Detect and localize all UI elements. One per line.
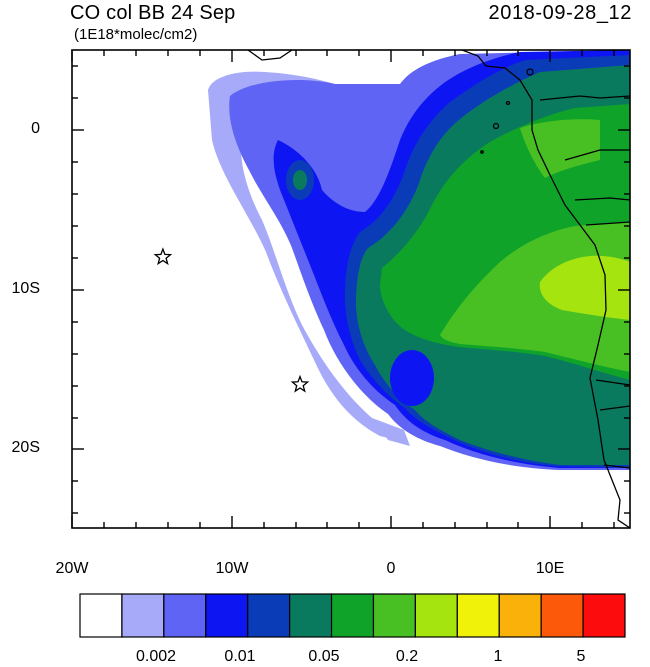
units-label: (1E18*molec/cm2) <box>74 26 198 43</box>
colorbar <box>79 593 626 638</box>
colorbar-swatch <box>163 593 207 638</box>
colorbar-swatch <box>540 593 584 638</box>
x-tick-label: 10E <box>535 560 565 577</box>
colorbar-label: 0.01 <box>224 648 256 665</box>
co-field <box>208 50 630 470</box>
star-marker <box>290 374 310 393</box>
star-marker <box>153 247 173 266</box>
colorbar-label: 5 <box>576 648 586 665</box>
marker-layer <box>153 247 310 393</box>
colorbar-label: 0.05 <box>308 648 340 665</box>
x-tick-label: 20W <box>55 560 89 577</box>
colorbar-swatch <box>414 593 458 638</box>
y-tick-label: 10S <box>11 280 40 297</box>
colorbar-swatch <box>372 593 416 638</box>
x-tick-label: 10W <box>215 560 249 577</box>
colorbar-swatch <box>330 593 375 638</box>
colorbar-label: 0.002 <box>135 648 177 665</box>
colorbar-swatch <box>121 593 165 638</box>
plot-frame <box>71 49 631 529</box>
y-tick-label: 0 <box>31 120 40 137</box>
colorbar-label: 0.2 <box>395 648 419 665</box>
datetime-label: 2018-09-28_12 <box>488 2 632 24</box>
field-band-0.002 <box>208 71 404 442</box>
map-title: CO col BB 24 Sep <box>70 2 236 24</box>
colorbar-swatch <box>247 593 291 638</box>
colorbar-label: 1 <box>493 648 503 665</box>
colorbar-swatch <box>498 593 542 638</box>
colorbar-swatch <box>456 593 500 638</box>
axis-ticks <box>71 50 630 528</box>
x-tick-label: 0 <box>386 560 396 577</box>
colorbar-swatch <box>582 593 626 638</box>
y-tick-label: 20S <box>11 439 40 456</box>
field-band-0.5 <box>539 255 630 320</box>
colorbar-swatch <box>79 593 123 638</box>
colorbar-swatch <box>289 593 333 638</box>
coastline <box>247 50 630 528</box>
colorbar-swatch <box>205 593 249 638</box>
